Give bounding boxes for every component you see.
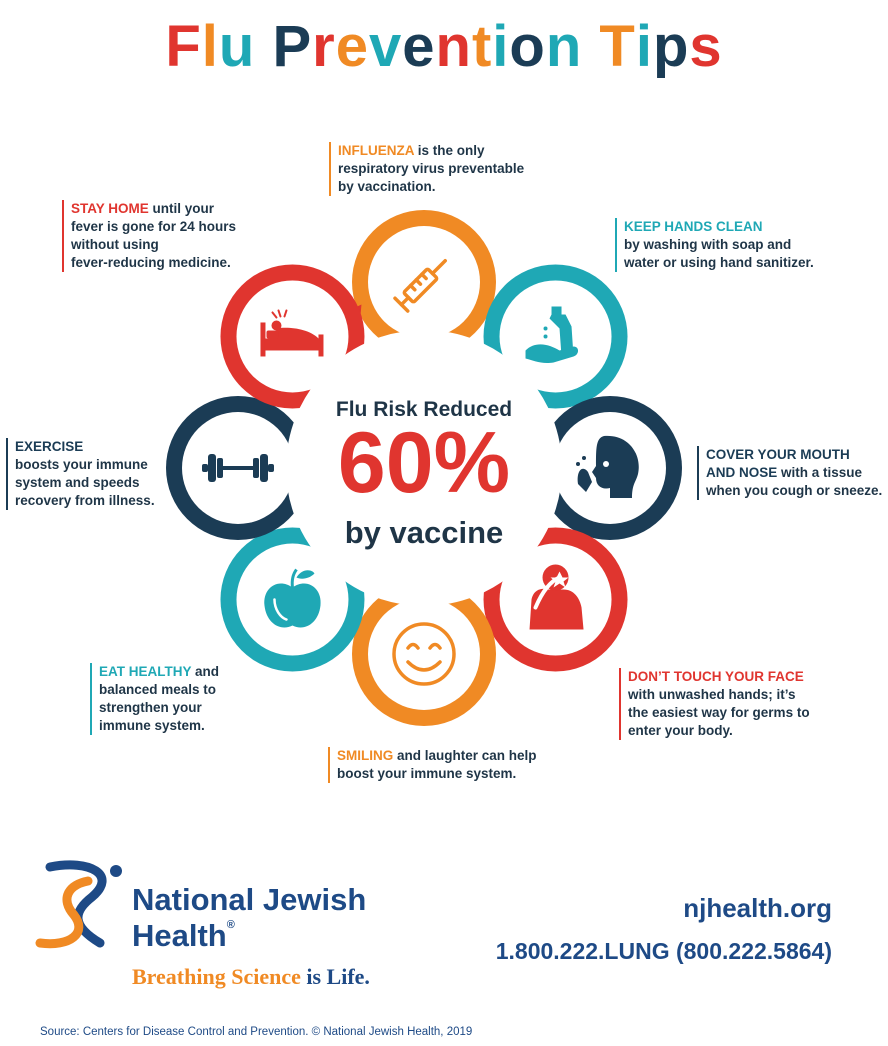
website-link[interactable]: njhealth.org — [683, 893, 832, 923]
tip-smile-text: and laughter can help — [393, 748, 537, 763]
logo-registered: ® — [226, 919, 235, 931]
tip-stay-home-text: without using — [71, 237, 159, 252]
phone-number[interactable]: 1.800.222.LUNG (800.222.5864) — [495, 938, 832, 964]
tip-influenza-keyword: INFLUENZA — [338, 143, 414, 158]
tip-stay-home-text: fever is gone for 24 hours — [71, 219, 237, 234]
tip-exercise-text: boosts your immune — [15, 457, 148, 472]
syringe-icon — [393, 259, 447, 313]
logo-tagline: Breathing Science is Life. — [132, 966, 370, 988]
title-letter: u — [218, 14, 256, 79]
tip-exercise-keyword: EXERCISE — [15, 439, 84, 454]
tip-cover-keyword2: AND NOSE — [706, 465, 778, 480]
tip-stay-home-text: fever-reducing medicine. — [71, 255, 231, 270]
tip-hands-text: water or using hand sanitizer. — [624, 255, 814, 270]
petal-influenza — [352, 210, 496, 359]
tip-stay-home-text: until your — [148, 201, 215, 216]
tip-exercise-text: system and speeds — [15, 475, 140, 490]
touching-face-icon — [529, 564, 584, 630]
tip-stay-home: STAY HOME until your fever is gone for 2… — [62, 200, 236, 272]
tagline-is-life: is Life — [300, 964, 365, 989]
tip-face-text: with unwashed hands; it’s — [628, 687, 796, 702]
logo-name-line2: Health® — [132, 918, 235, 953]
tip-keep-hands-clean: KEEP HANDS CLEAN by washing with soap an… — [615, 218, 814, 272]
tip-face-keyword: DON’T TOUCH YOUR FACE — [628, 669, 804, 684]
apple-icon — [264, 568, 321, 628]
title-letter: F — [165, 14, 202, 79]
tip-eat-keyword: EAT HEALTHY — [99, 664, 192, 679]
page-title: Flu Prevention Tips — [0, 18, 888, 76]
title-letter: o — [509, 14, 546, 79]
tip-exercise: EXERCISE boosts your immune system and s… — [6, 438, 155, 510]
tip-exercise-text: recovery from illness. — [15, 493, 155, 508]
petal-smile — [352, 577, 496, 726]
tip-cover-keyword: COVER YOUR MOUTH — [706, 447, 850, 462]
tip-eat-text: immune system. — [99, 718, 205, 733]
center-line3: by vaccine — [344, 515, 504, 550]
dumbbell-icon — [202, 454, 274, 482]
tip-face-text: enter your body. — [628, 723, 733, 738]
tip-stay-home-keyword: STAY HOME — [71, 201, 149, 216]
center-line1: Flu Risk Reduced — [335, 398, 513, 421]
tip-smiling: SMILING and laughter can help boost your… — [328, 747, 537, 783]
title-letter: r — [312, 14, 336, 79]
title-letter: e — [402, 14, 436, 79]
title-letter: l — [201, 14, 219, 79]
title-letter: e — [335, 14, 369, 79]
smiley-face-icon — [392, 622, 456, 686]
tip-hands-text: by washing with soap and — [624, 237, 792, 252]
tip-smile-keyword: SMILING — [337, 748, 394, 763]
title-letter: s — [689, 14, 723, 79]
hand-washing-icon — [525, 306, 579, 364]
tip-cover-mouth: COVER YOUR MOUTH AND NOSE with a tissue … — [697, 446, 882, 500]
title-letter: n — [435, 14, 472, 79]
center-circle — [286, 330, 562, 606]
tip-influenza-text: respiratory virus preventable — [338, 161, 525, 176]
title-letter: v — [368, 14, 403, 79]
tip-eat-text: and — [191, 664, 220, 679]
tagline-period: . — [364, 964, 370, 989]
tagline-breathing-science: Breathing Science — [132, 964, 301, 989]
title-letter: i — [492, 14, 510, 79]
center-percent: 60% — [337, 415, 511, 511]
tip-eat-healthy: EAT HEALTHY and balanced meals to streng… — [90, 663, 219, 735]
tip-cover-text: with a tissue — [777, 465, 863, 480]
tip-hands-keyword: KEEP HANDS CLEAN — [624, 219, 763, 234]
tip-influenza-text: by vaccination. — [338, 179, 436, 194]
tip-eat-text: strengthen your — [99, 700, 202, 715]
logo-name-line1: National Jewish — [132, 882, 367, 917]
title-letter: i — [635, 14, 653, 79]
title-letter: p — [652, 14, 690, 79]
tip-smile-text: boost your immune system. — [337, 766, 517, 781]
title-letter: T — [599, 14, 636, 79]
sneeze-icon — [576, 435, 639, 498]
sick-in-bed-icon — [260, 309, 324, 357]
tip-eat-text: balanced meals to — [99, 682, 217, 697]
tip-influenza-text: is the only — [414, 143, 485, 158]
tip-dont-touch-face: DON’T TOUCH YOUR FACE with unwashed hand… — [619, 668, 810, 740]
tip-cover-text: when you cough or sneeze. — [706, 483, 883, 498]
tip-face-text: the easiest way for germs to — [628, 705, 810, 720]
njh-logo-mark — [35, 860, 122, 949]
source-footnote: Source: Centers for Disease Control and … — [40, 1026, 473, 1038]
tip-influenza: INFLUENZA is the only respiratory virus … — [329, 142, 524, 196]
title-letter: P — [272, 14, 313, 79]
title-letter: n — [545, 14, 583, 79]
title-letter: t — [471, 14, 493, 79]
logo-name-health: Health — [132, 918, 227, 953]
